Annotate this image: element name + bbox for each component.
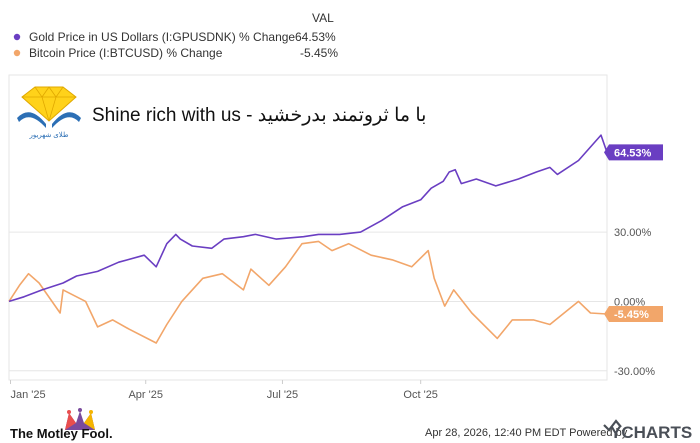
legend-bitcoin-marker: [13, 49, 21, 57]
motley-fool-jester-icon: [65, 408, 95, 430]
series-line-gold: [8, 134, 608, 303]
ycharts-icon: [603, 419, 622, 432]
watermark-tagline: Shine rich with us - با ما ثروتمند بدرخش…: [92, 105, 426, 126]
watermark-logo: طلای شهریور: [12, 84, 86, 142]
end-label-bitcoin-text: -5.45%: [614, 309, 649, 321]
legend-header: VAL: [312, 11, 334, 25]
x-axis-ticks: Jan '25 Apr '25 Jul '25 Oct '25: [10, 380, 438, 401]
footer: The Motley Fool. Apr 28, 2026, 12:40 PM …: [10, 408, 692, 442]
diamond-facets: [22, 86, 76, 122]
legend-gold-marker: [13, 33, 21, 41]
diamond-icon: [21, 86, 77, 122]
footer-brand-left: The Motley Fool.: [10, 426, 113, 441]
end-label-bitcoin: -5.45%: [604, 306, 663, 323]
end-label-bitcoin-badge: [604, 306, 663, 323]
legend-gold-label: Gold Price in US Dollars (I:GPUSDNK) % C…: [29, 30, 295, 44]
x-tick-label: Oct '25: [403, 389, 438, 401]
footer-brand-right: YCHARTS: [610, 423, 692, 442]
end-label-gold-text: 64.53%: [614, 147, 652, 159]
y-tick-label: 0.00%: [614, 296, 645, 308]
end-label-gold-badge: [604, 144, 663, 161]
x-tick-label: Jul '25: [267, 389, 298, 401]
gridlines: [9, 231, 607, 372]
legend-gold-value: 64.53%: [295, 30, 336, 44]
logo-caption: طلای شهریور: [28, 131, 68, 139]
end-label-gold: 64.53%: [604, 144, 663, 161]
footer-timestamp: Apr 28, 2026, 12:40 PM EDT Powered by: [425, 427, 628, 439]
logo-hand-left: [17, 112, 46, 128]
y-tick-label: -30.00%: [614, 366, 655, 378]
x-tick-label: Apr '25: [128, 389, 163, 401]
legend-bitcoin-value: -5.45%: [300, 46, 338, 60]
legend-bitcoin-label: Bitcoin Price (I:BTCUSD) % Change: [29, 46, 223, 60]
logo-hand-right: [52, 112, 81, 128]
x-tick-label: Jan '25: [11, 389, 46, 401]
plot-frame: [8, 74, 608, 381]
y-tick-label: 30.00%: [614, 227, 652, 239]
y-axis-ticks: 30.00% 0.00% -30.00%: [614, 227, 655, 378]
legend: VAL Gold Price in US Dollars (I:GPUSDNK)…: [13, 11, 338, 60]
series-line-bitcoin: [8, 240, 608, 344]
